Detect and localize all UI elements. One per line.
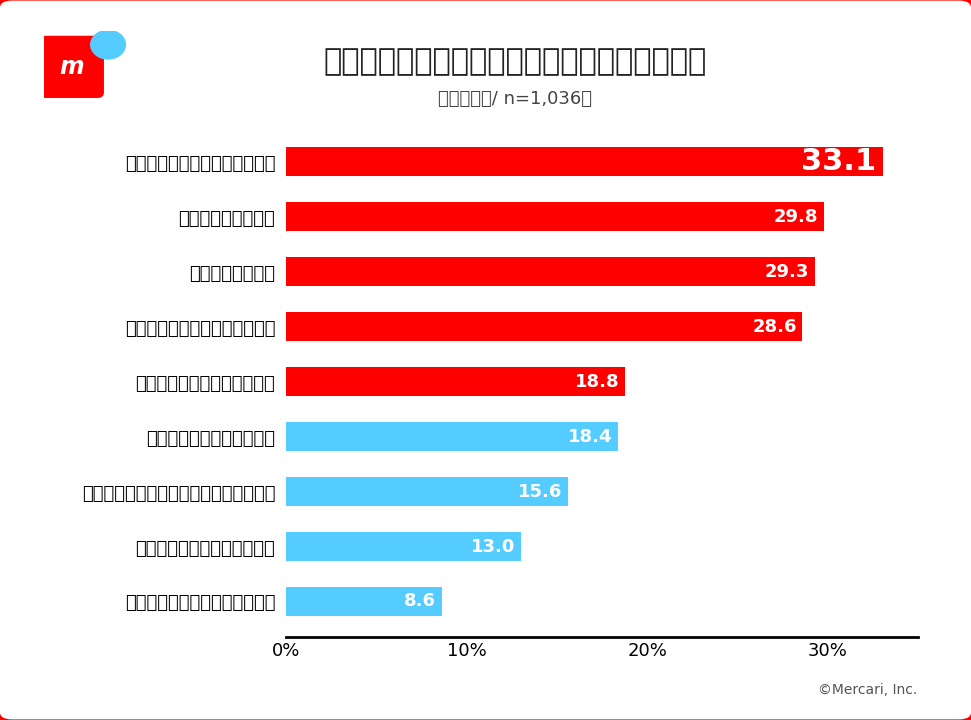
- Text: 29.8: 29.8: [774, 207, 819, 225]
- Text: 13.0: 13.0: [471, 538, 516, 556]
- Circle shape: [90, 30, 125, 59]
- Text: 29.3: 29.3: [765, 263, 810, 281]
- Bar: [286, 202, 823, 231]
- Bar: [286, 532, 520, 561]
- Text: 18.8: 18.8: [576, 373, 620, 390]
- Text: 8.6: 8.6: [404, 593, 436, 611]
- Bar: [286, 588, 442, 616]
- Text: 引っ越し時にやっておけばよかったと思うこと: 引っ越し時にやっておけばよかったと思うこと: [323, 47, 706, 76]
- Bar: [286, 367, 625, 396]
- Text: 28.6: 28.6: [753, 318, 797, 336]
- Text: 18.4: 18.4: [568, 428, 613, 446]
- Bar: [286, 312, 802, 341]
- Text: 33.1: 33.1: [801, 147, 876, 176]
- Bar: [286, 148, 884, 176]
- Bar: [286, 257, 815, 286]
- Bar: [286, 422, 619, 451]
- Text: ©Mercari, Inc.: ©Mercari, Inc.: [819, 683, 918, 697]
- Bar: [286, 477, 568, 506]
- FancyBboxPatch shape: [40, 36, 104, 98]
- Text: m: m: [59, 55, 84, 78]
- Text: 15.6: 15.6: [518, 482, 562, 500]
- Text: （複数回答/ n=1,036）: （複数回答/ n=1,036）: [438, 90, 591, 108]
